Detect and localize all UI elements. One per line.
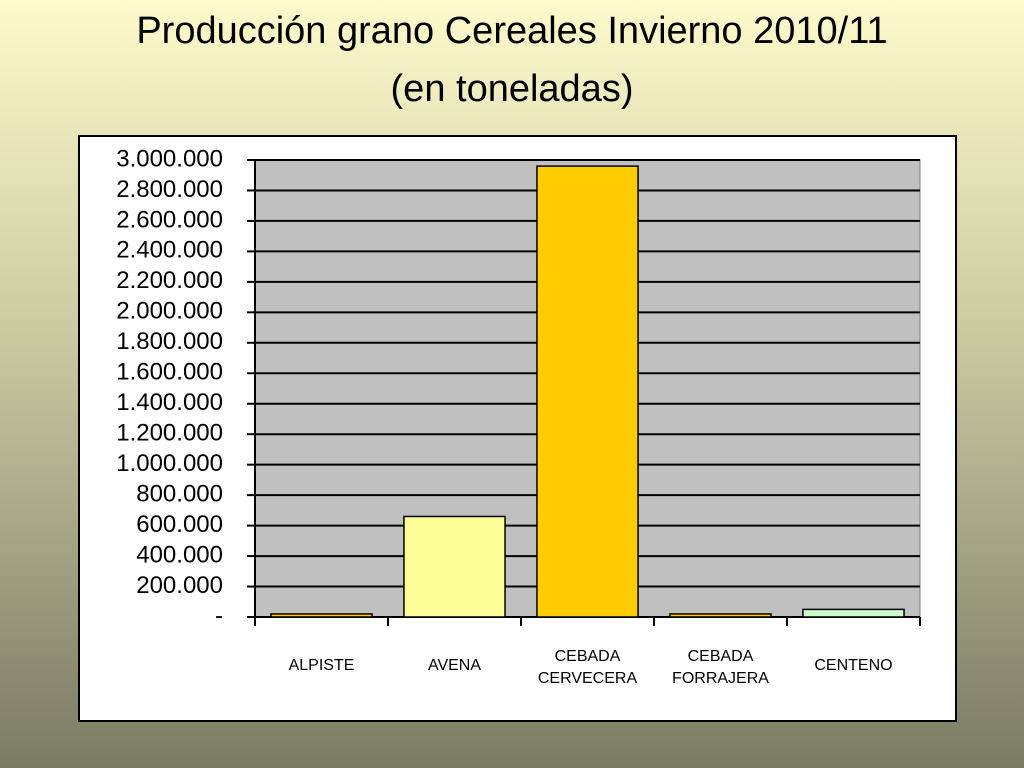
- y-tick-label: 800.000: [136, 480, 223, 507]
- y-tick-label: 2.200.000: [116, 267, 223, 294]
- y-tick-label: 2.000.000: [116, 298, 223, 325]
- y-tick-label: 2.600.000: [116, 206, 223, 233]
- y-tick-label: 1.200.000: [116, 420, 223, 447]
- x-tick-label: CENTENO: [814, 657, 893, 674]
- x-tick-label: AVENA: [427, 657, 482, 674]
- y-tick-label: 200.000: [136, 572, 223, 599]
- bar: [403, 515, 506, 618]
- bar: [270, 613, 373, 618]
- y-tick-label: 3.000.000: [116, 145, 223, 172]
- y-tick-label: 1.800.000: [116, 328, 223, 355]
- y-tick-label: 1.000.000: [116, 450, 223, 477]
- y-tick-label: 600.000: [136, 511, 223, 538]
- y-tick-label: 2.400.000: [116, 237, 223, 264]
- bar: [669, 613, 772, 618]
- chart-title: Producción grano Cereales Invierno 2010/…: [136, 10, 888, 110]
- y-tick-label: 1.600.000: [116, 359, 223, 386]
- y-tick-label: 400.000: [136, 541, 223, 568]
- bar: [536, 165, 639, 618]
- x-tick-label: CEBADA CERVECERA: [537, 648, 638, 687]
- y-tick-label: 2.800.000: [116, 176, 223, 203]
- y-tick-label: 1.400.000: [116, 389, 223, 416]
- y-tick-label: -: [215, 602, 223, 629]
- x-tick-label: CEBADA FORRAJERA: [672, 648, 769, 687]
- title-box: Producción grano Cereales Invierno 2010/…: [0, 2, 1024, 118]
- x-tick-label: ALPISTE: [288, 657, 355, 674]
- bar: [802, 608, 905, 618]
